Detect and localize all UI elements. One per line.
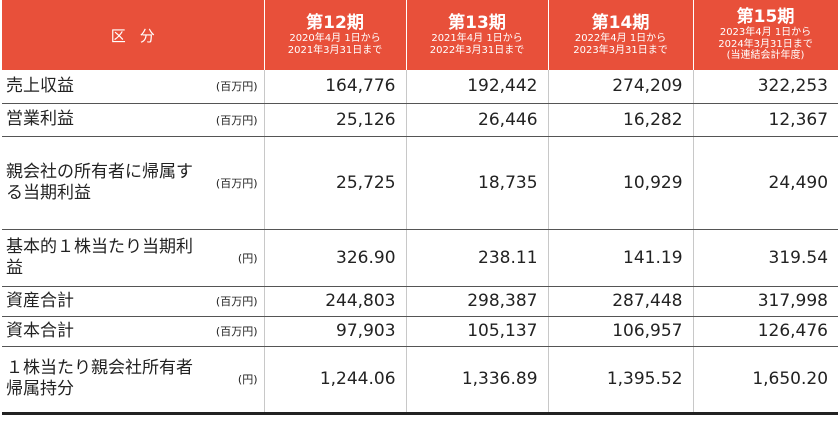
value-cell: 317,998	[692, 286, 839, 317]
table-row-total-equity: 資本合計 (百万円) 97,903 105,137 106,957 126,47…	[2, 316, 839, 347]
row-label: 資本合計	[2, 316, 202, 347]
period-title: 第13期	[448, 13, 506, 33]
period-to: 2021年3月31日まで	[287, 44, 383, 56]
value-cell: 274,209	[547, 70, 694, 104]
value-cell: 18,735	[405, 136, 549, 230]
table-row-bps: １株当たり親会社所有者帰属持分 (円) 1,244.06 1,336.89 1,…	[2, 346, 839, 415]
value-cell: 1,395.52	[547, 346, 694, 415]
row-label: 基本的１株当たり当期利益	[2, 229, 202, 287]
header-period-14: 第14期 2022年4月 1日から 2023年3月31日まで	[547, 0, 694, 70]
period-from: 2020年4月 1日から	[289, 33, 381, 44]
row-label: 営業利益	[2, 103, 202, 137]
value-cell: 298,387	[405, 286, 549, 317]
table-row-revenue: 売上収益 (百万円) 164,776 192,442 274,209 322,2…	[2, 70, 839, 104]
period-title: 第15期	[736, 7, 795, 28]
value-cell: 97,903	[263, 316, 407, 347]
header-row: 区分 第12期 2020年4月 1日から 2021年3月31日まで 第13期 2…	[2, 0, 839, 70]
period-from: 2021年4月 1日から	[431, 33, 523, 44]
period-note: (当連結会計年度)	[726, 50, 805, 62]
value-cell: 287,448	[547, 286, 694, 317]
value-cell: 16,282	[547, 103, 694, 137]
row-label: １株当たり親会社所有者帰属持分	[2, 346, 202, 415]
period-from: 2023年4月 1日から	[719, 27, 812, 39]
period-to: 2022年3月31日まで	[429, 44, 525, 56]
header-period-15: 第15期 2023年4月 1日から 2024年3月31日まで (当連結会計年度)	[692, 0, 839, 70]
header-category: 区分	[2, 0, 265, 70]
value-cell: 319.54	[692, 229, 839, 287]
header-period-12: 第12期 2020年4月 1日から 2021年3月31日まで	[263, 0, 407, 70]
row-unit: (百万円)	[202, 286, 265, 317]
row-label: 資産合計	[2, 286, 202, 317]
table-row-total-assets: 資産合計 (百万円) 244,803 298,387 287,448 317,9…	[2, 286, 839, 317]
header-category-label: 区分	[110, 26, 169, 45]
period-title: 第14期	[591, 13, 650, 33]
value-cell: 164,776	[263, 70, 407, 104]
period-to: 2023年3月31日まで	[573, 44, 668, 56]
row-unit: (百万円)	[202, 70, 265, 104]
period-title: 第12期	[306, 13, 364, 33]
table-row-profit-attributable: 親会社の所有者に帰属する当期利益 (百万円) 25,725 18,735 10,…	[2, 136, 839, 230]
value-cell: 10,929	[547, 136, 694, 230]
value-cell: 192,442	[405, 70, 549, 104]
value-cell: 1,244.06	[263, 346, 407, 415]
row-label: 売上収益	[2, 70, 202, 104]
row-unit: (百万円)	[202, 316, 265, 347]
value-cell: 26,446	[405, 103, 549, 137]
value-cell: 126,476	[692, 316, 839, 347]
value-cell: 24,490	[692, 136, 839, 230]
value-cell: 25,126	[263, 103, 407, 137]
value-cell: 1,336.89	[405, 346, 549, 415]
value-cell: 1,650.20	[692, 346, 839, 415]
value-cell: 106,957	[547, 316, 694, 347]
row-unit: (百万円)	[202, 136, 265, 230]
value-cell: 105,137	[405, 316, 549, 347]
value-cell: 25,725	[263, 136, 407, 230]
financial-summary-table: 区分 第12期 2020年4月 1日から 2021年3月31日まで 第13期 2…	[2, 0, 839, 415]
value-cell: 238.11	[405, 229, 549, 287]
value-cell: 12,367	[692, 103, 839, 137]
row-unit: (百万円)	[202, 103, 265, 137]
value-cell: 141.19	[547, 229, 694, 287]
row-unit: (円)	[202, 346, 265, 415]
value-cell: 322,253	[692, 70, 839, 104]
period-from: 2022年4月 1日から	[574, 33, 667, 44]
table-row-operating-profit: 営業利益 (百万円) 25,126 26,446 16,282 12,367	[2, 103, 839, 137]
header-period-13: 第13期 2021年4月 1日から 2022年3月31日まで	[405, 0, 549, 70]
row-unit: (円)	[202, 229, 265, 287]
row-label: 親会社の所有者に帰属する当期利益	[2, 136, 202, 230]
value-cell: 244,803	[263, 286, 407, 317]
value-cell: 326.90	[263, 229, 407, 287]
financial-summary-table-container: 区分 第12期 2020年4月 1日から 2021年3月31日まで 第13期 2…	[2, 0, 839, 415]
table-row-eps: 基本的１株当たり当期利益 (円) 326.90 238.11 141.19 31…	[2, 229, 839, 287]
period-to: 2024年3月31日まで	[718, 38, 813, 50]
